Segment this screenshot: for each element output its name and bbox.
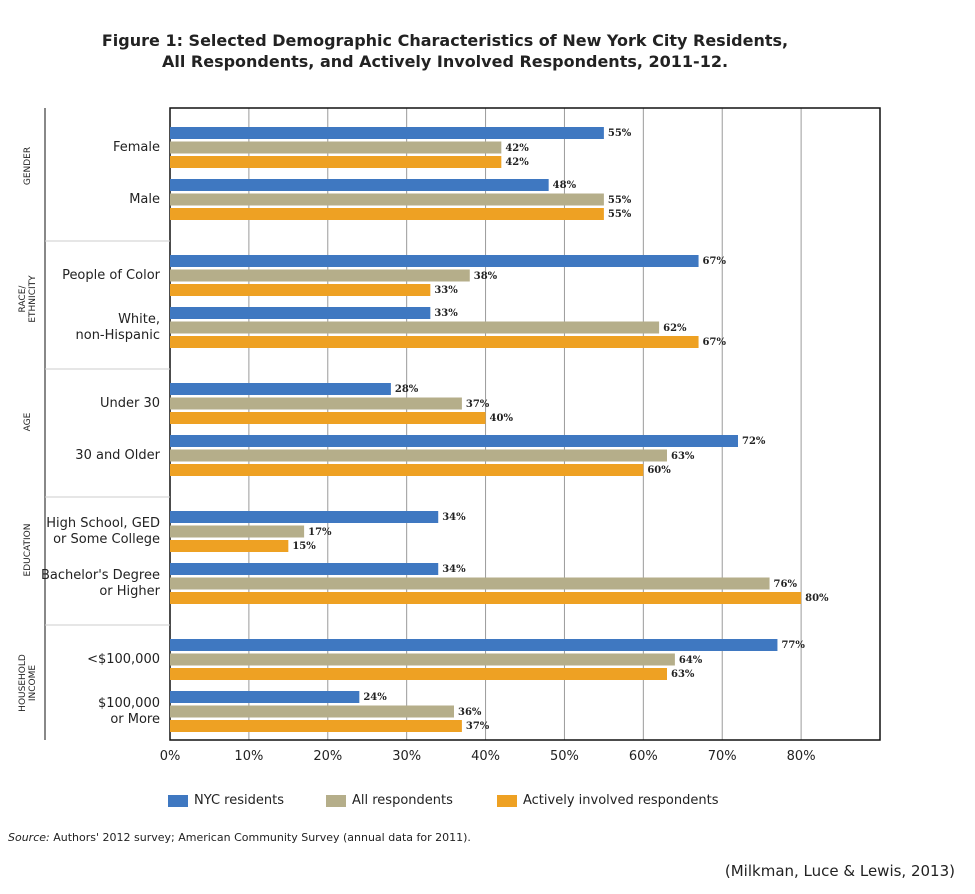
bar (170, 156, 502, 168)
value-label: 40% (489, 413, 513, 424)
x-tick-label: 0% (159, 749, 181, 764)
value-label: 42% (505, 157, 529, 168)
value-label: 24% (363, 692, 387, 703)
bar (170, 321, 660, 334)
x-tick-label: 30% (392, 749, 422, 764)
value-label: 64% (678, 654, 703, 666)
value-label: 76% (773, 578, 797, 590)
value-label: 48% (552, 180, 577, 191)
category-label: Bachelor's Degree or Higher (41, 568, 160, 599)
category-label: $100,000 or More (97, 696, 160, 727)
bar (170, 525, 305, 538)
chart-title: Figure 1: Selected Demographic Character… (101, 31, 789, 71)
value-label: 15% (292, 541, 316, 552)
source-label: Source: (8, 831, 50, 844)
bar (170, 141, 502, 154)
bar (170, 464, 644, 476)
value-label: 28% (394, 384, 419, 395)
value-label: 37% (465, 398, 490, 410)
source-text: Authors' 2012 survey; American Community… (53, 831, 471, 844)
value-label: 55% (607, 209, 632, 220)
x-tick-label: 50% (549, 749, 579, 764)
category-label: Male (129, 192, 160, 207)
bar (170, 668, 667, 680)
bar (170, 449, 667, 462)
value-label: 37% (465, 721, 490, 732)
legend-swatch (497, 795, 517, 807)
value-label: 55% (607, 194, 632, 206)
group-label: GENDER (23, 146, 33, 186)
bar (170, 653, 675, 666)
value-label: 17% (308, 526, 332, 538)
legend-label: NYC residents (194, 793, 284, 808)
bar (170, 412, 486, 424)
bar (170, 307, 431, 319)
value-label: 34% (442, 512, 466, 523)
category-label: Under 30 (99, 396, 160, 411)
bar (170, 435, 738, 447)
value-label: 77% (781, 640, 805, 651)
bar (170, 284, 431, 296)
bar (170, 577, 770, 590)
legend-swatch (326, 795, 346, 807)
citation: (Milkman, Luce & Lewis, 2013) (724, 862, 955, 880)
category-label: 30 and Older (75, 448, 160, 463)
category-label: People of Color (62, 268, 160, 283)
bar (170, 193, 604, 206)
category-label: <$100,000 (87, 652, 160, 667)
group-label: AGE (23, 412, 33, 432)
category-label: White, non-Hispanic (75, 312, 161, 343)
value-label: 67% (702, 337, 726, 348)
value-label: 36% (458, 706, 482, 718)
value-label: 55% (607, 128, 632, 139)
x-tick-label: 70% (707, 749, 737, 764)
value-label: 80% (805, 593, 829, 604)
x-tick-label: 20% (313, 749, 343, 764)
legend-label: All respondents (352, 793, 453, 808)
value-label: 33% (434, 308, 458, 319)
legend-swatch (168, 795, 188, 807)
value-label: 60% (647, 465, 671, 476)
bar (170, 511, 439, 523)
bar (170, 691, 360, 703)
value-label: 34% (442, 564, 466, 575)
legend-label: Actively involved respondents (523, 793, 719, 808)
bar (170, 383, 391, 395)
bar (170, 705, 454, 718)
bar (170, 592, 802, 604)
bar (170, 540, 289, 552)
value-label: 72% (742, 436, 766, 447)
bar (170, 397, 462, 410)
x-tick-label: 40% (471, 749, 500, 764)
category-label: Female (112, 140, 160, 155)
source-note: Source: Authors' 2012 survey; American C… (8, 831, 471, 844)
bar (170, 563, 439, 575)
value-label: 67% (702, 256, 726, 267)
value-label: 33% (434, 285, 458, 296)
value-label: 63% (671, 450, 695, 462)
bar (170, 720, 462, 732)
value-label: 38% (473, 270, 498, 282)
category-label: High School, GED or Some College (46, 516, 160, 547)
bar (170, 255, 699, 267)
bar (170, 127, 604, 139)
x-tick-label: 10% (234, 749, 264, 764)
x-tick-label: 80% (786, 749, 816, 764)
value-label: 42% (505, 142, 529, 154)
bar (170, 208, 604, 220)
bar (170, 269, 470, 282)
bar (170, 639, 778, 651)
value-label: 63% (671, 669, 695, 680)
bar (170, 179, 549, 191)
bar (170, 336, 699, 348)
x-tick-label: 60% (628, 749, 658, 764)
value-label: 62% (663, 322, 687, 334)
